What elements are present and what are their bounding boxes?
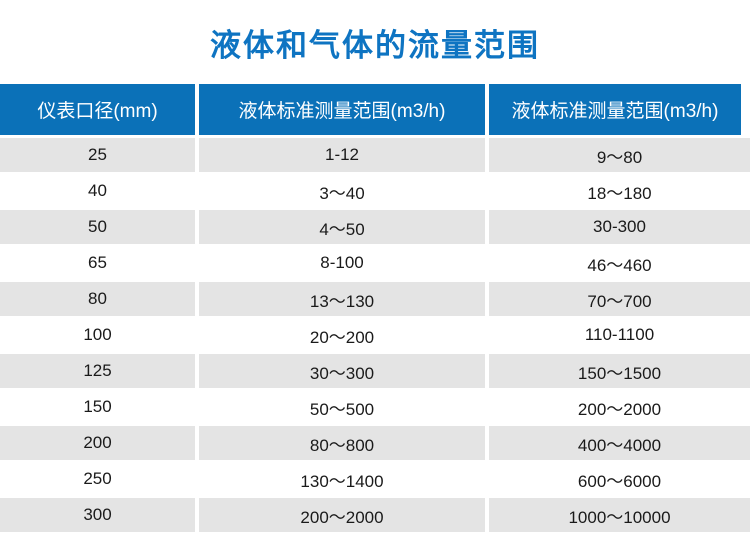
header-cell-diameter: 仪表口径(mm)	[0, 84, 199, 138]
page-title: 液体和气体的流量范围	[210, 27, 540, 63]
cell-diameter: 50	[0, 210, 199, 246]
header-cell-liquid-range: 液体标准测量范围(m3/h)	[199, 84, 489, 138]
cell-gas-range: 150～1500	[489, 354, 750, 390]
cell-diameter: 25	[0, 138, 199, 174]
cell-diameter: 80	[0, 282, 199, 318]
cell-gas-range: 46～460	[489, 246, 750, 282]
cell-liquid-range: 1-12	[199, 138, 489, 174]
flow-range-table: 仪表口径(mm) 液体标准测量范围(m3/h) 液体标准测量范围(m3/h) 2…	[0, 84, 750, 534]
cell-liquid-range: 20～200	[199, 318, 489, 354]
cell-diameter: 100	[0, 318, 199, 354]
cell-diameter: 65	[0, 246, 199, 282]
cell-liquid-range: 80～800	[199, 426, 489, 462]
cell-liquid-range: 3～40	[199, 174, 489, 210]
table-header-row: 仪表口径(mm) 液体标准测量范围(m3/h) 液体标准测量范围(m3/h)	[0, 84, 750, 138]
cell-diameter: 250	[0, 462, 199, 498]
table-row: 80 13～130 70～700	[0, 282, 750, 318]
table-row: 150 50～500 200～2000	[0, 390, 750, 426]
cell-liquid-range: 4～50	[199, 210, 489, 246]
cell-liquid-range: 8-100	[199, 246, 489, 282]
table-row: 25 1-12 9～80	[0, 138, 750, 174]
cell-diameter: 200	[0, 426, 199, 462]
cell-gas-range: 110-1100	[489, 318, 750, 354]
cell-liquid-range: 13～130	[199, 282, 489, 318]
table-row: 125 30～300 150～1500	[0, 354, 750, 390]
cell-gas-range: 1000～10000	[489, 498, 750, 534]
table-row: 200 80～800 400～4000	[0, 426, 750, 462]
header-cell-gas-range: 液体标准测量范围(m3/h)	[489, 84, 750, 138]
cell-diameter: 300	[0, 498, 199, 534]
cell-diameter: 40	[0, 174, 199, 210]
cell-diameter: 150	[0, 390, 199, 426]
table-row: 65 8-100 46～460	[0, 246, 750, 282]
cell-gas-range: 600～6000	[489, 462, 750, 498]
table-row: 300 200～2000 1000～10000	[0, 498, 750, 534]
cell-gas-range: 200～2000	[489, 390, 750, 426]
table-row: 100 20～200 110-1100	[0, 318, 750, 354]
table-row: 250 130～1400 600～6000	[0, 462, 750, 498]
cell-gas-range: 400～4000	[489, 426, 750, 462]
cell-gas-range: 70～700	[489, 282, 750, 318]
table-row: 50 4～50 30-300	[0, 210, 750, 246]
cell-liquid-range: 30～300	[199, 354, 489, 390]
table-row: 40 3～40 18～180	[0, 174, 750, 210]
cell-gas-range: 9～80	[489, 138, 750, 174]
cell-liquid-range: 130～1400	[199, 462, 489, 498]
cell-gas-range: 30-300	[489, 210, 750, 246]
cell-liquid-range: 200～2000	[199, 498, 489, 534]
cell-gas-range: 18～180	[489, 174, 750, 210]
table-body: 25 1-12 9～80 40 3～40 18～180 50 4～50 30-300 65 8-10…	[0, 138, 750, 534]
cell-diameter: 125	[0, 354, 199, 390]
cell-liquid-range: 50～500	[199, 390, 489, 426]
